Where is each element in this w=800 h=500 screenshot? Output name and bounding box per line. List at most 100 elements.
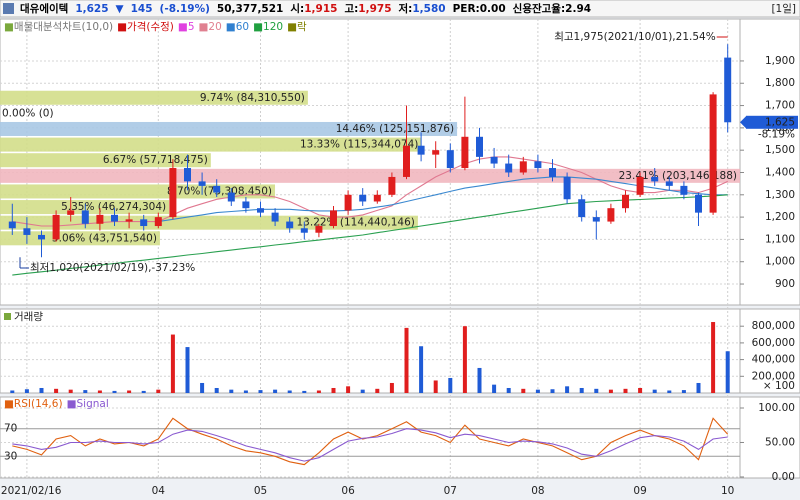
y-tick-label: 1,400 xyxy=(765,166,795,178)
legend-item: 60 xyxy=(236,21,249,33)
legend-swatch: ■ xyxy=(253,21,263,33)
header-text: 대유에이텍 1,625 ▼ 145 (-8.19%) 50,377,521 시:1,915 고… xyxy=(20,2,591,15)
moving-average-line xyxy=(12,194,728,276)
header-item: 50,377,521 xyxy=(217,3,283,15)
x-tick-label: 10 xyxy=(721,485,734,497)
volume-profile-label: 5.06% (43,751,540) xyxy=(52,232,157,244)
candle-body xyxy=(286,221,294,229)
volume-bar xyxy=(214,387,219,393)
candle-body xyxy=(227,192,235,202)
volume-panel xyxy=(0,308,741,394)
volume-bar xyxy=(433,380,438,393)
candle-body xyxy=(81,210,89,224)
y-tick-label: 1,500 xyxy=(765,144,795,156)
header-item: 1,975 xyxy=(358,3,391,15)
candle-body xyxy=(446,150,454,169)
volume-bar xyxy=(594,388,599,393)
volume-bar xyxy=(711,322,716,393)
candle-body xyxy=(417,145,425,155)
candle-body xyxy=(96,214,104,224)
header-item: 대유에이텍 xyxy=(20,2,68,15)
candle-body xyxy=(403,145,410,177)
candle-body xyxy=(476,136,483,157)
candle-body xyxy=(680,185,688,195)
candle-body xyxy=(111,214,118,222)
legend: ■매물대분석차트(10,0) ■가격(수정) ■5 ■20 ■60 ■120 ■락 xyxy=(4,20,307,33)
y-tick-label: 50.00 xyxy=(765,436,795,448)
legend-item: 가격(수정) xyxy=(127,20,174,33)
volume-profile-label: 13.33% (115,344,074) xyxy=(300,139,418,151)
candle-body xyxy=(534,161,542,169)
candle-body xyxy=(695,194,702,213)
header-item: 145 xyxy=(131,3,153,15)
volume-profile-label: 9.74% (84,310,550) xyxy=(200,92,305,104)
candle-body xyxy=(23,228,31,235)
y-tick-label: 1,900 xyxy=(765,55,795,67)
volume-legend-swatch xyxy=(4,313,11,320)
volume-bar xyxy=(535,389,540,393)
indicator-legend: ■RSI(14,6) ■Signal xyxy=(4,398,109,410)
volume-bar xyxy=(404,327,409,393)
volume-profile-label: 13.22% (114,440,146) xyxy=(297,217,415,229)
volume-bar xyxy=(550,389,555,393)
y-tick-label: 0.00 xyxy=(772,471,795,483)
y-tick-label: 400,000 xyxy=(752,354,795,366)
moving-average-line xyxy=(158,176,728,223)
volume-bar xyxy=(331,387,336,393)
legend-item: 매물대분석차트(10,0) xyxy=(14,21,113,33)
header-icon[interactable] xyxy=(3,3,14,14)
volume-bar xyxy=(156,389,161,393)
volume-profile-bar xyxy=(0,121,458,136)
header-item: PER:0.00 xyxy=(453,3,506,15)
volume-bar xyxy=(185,347,190,393)
volume-bar xyxy=(83,390,88,393)
level-label: 30 xyxy=(4,450,17,462)
x-tick-label: 04 xyxy=(152,485,166,497)
volume-profile-bar xyxy=(0,231,160,246)
y-tick-label: 600,000 xyxy=(752,337,795,349)
y-tick-label: 1,700 xyxy=(765,100,795,112)
unit-label: × 100 xyxy=(763,380,795,392)
volume-bar xyxy=(492,384,497,393)
x-tick-label: 07 xyxy=(444,485,457,497)
candle-body xyxy=(622,194,629,209)
header-item: 저: xyxy=(399,2,413,15)
volume-bar xyxy=(10,390,15,393)
candle-body xyxy=(461,136,469,169)
candle-body xyxy=(724,57,732,123)
volume-bar xyxy=(477,367,482,393)
candle-body xyxy=(52,214,60,240)
header-item: 신용잔고율:2.94 xyxy=(513,2,591,15)
volume-bar xyxy=(623,388,628,393)
y-tick-label: 100.00 xyxy=(758,402,795,414)
volume-bar xyxy=(652,389,657,393)
volume-bar xyxy=(375,388,380,393)
volume-profile-bar xyxy=(0,153,211,168)
candle-body xyxy=(315,226,323,233)
volume-bar xyxy=(506,387,511,393)
x-tick-label: 05 xyxy=(254,485,267,497)
volume-bar xyxy=(39,387,44,393)
volume-bar xyxy=(448,377,453,393)
legend-swatch: ■ xyxy=(178,21,188,33)
x-tick-label: 06 xyxy=(341,485,355,497)
candle-body xyxy=(636,176,644,195)
volume-bar xyxy=(68,389,73,393)
volume-profile-bar xyxy=(0,90,308,105)
y-tick-label: 1,800 xyxy=(765,77,795,89)
candle-body xyxy=(271,212,279,222)
candle-body xyxy=(184,168,191,182)
volume-profile-bar xyxy=(0,215,418,230)
candle-body xyxy=(578,199,586,218)
legend-item: 5 xyxy=(188,21,195,33)
legend-item: 락 xyxy=(297,21,307,33)
candle-body xyxy=(563,176,571,200)
high-annotation: 최고1,975(2021/10/01),21.54% xyxy=(554,31,715,43)
change-label: -8.19% xyxy=(758,128,795,140)
volume-bar xyxy=(170,334,175,393)
volume-bar xyxy=(258,390,263,393)
candle-body xyxy=(709,94,717,213)
period-label[interactable]: [1일] xyxy=(771,2,796,15)
price-axis-panel xyxy=(739,18,800,306)
